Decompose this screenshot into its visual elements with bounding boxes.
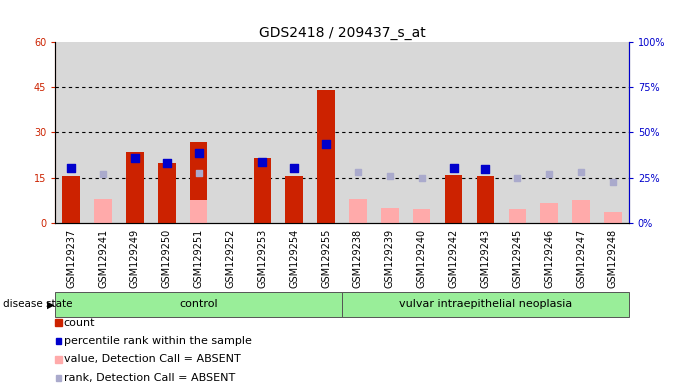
Text: disease state: disease state xyxy=(3,299,73,310)
Point xyxy=(544,171,555,177)
Bar xyxy=(190,142,207,223)
Text: percentile rank within the sample: percentile rank within the sample xyxy=(64,336,252,346)
Bar xyxy=(445,175,462,223)
Point xyxy=(66,165,77,171)
Point xyxy=(607,179,618,185)
Bar xyxy=(349,199,367,223)
Text: control: control xyxy=(180,299,218,310)
Title: GDS2418 / 209437_s_at: GDS2418 / 209437_s_at xyxy=(258,26,426,40)
Bar xyxy=(540,203,558,223)
Bar xyxy=(126,152,144,223)
Point xyxy=(193,150,205,156)
Point xyxy=(321,141,332,147)
Bar xyxy=(604,212,622,223)
Text: value, Detection Call = ABSENT: value, Detection Call = ABSENT xyxy=(64,354,240,364)
Point xyxy=(480,166,491,172)
Text: ▶: ▶ xyxy=(48,299,55,310)
Bar xyxy=(509,209,526,223)
Point xyxy=(448,165,459,171)
Point xyxy=(576,169,587,175)
Point xyxy=(352,169,363,175)
Text: vulvar intraepithelial neoplasia: vulvar intraepithelial neoplasia xyxy=(399,299,572,310)
Point xyxy=(416,174,427,181)
Bar xyxy=(285,176,303,223)
Bar xyxy=(413,209,430,223)
Point xyxy=(129,155,140,161)
Text: count: count xyxy=(64,318,95,328)
Text: rank, Detection Call = ABSENT: rank, Detection Call = ABSENT xyxy=(64,373,235,383)
Bar xyxy=(158,162,176,223)
Bar xyxy=(477,176,494,223)
Bar xyxy=(62,176,80,223)
Point xyxy=(257,159,268,166)
Point xyxy=(97,171,108,177)
Bar xyxy=(190,200,207,223)
Point xyxy=(512,174,523,181)
Point xyxy=(193,170,205,176)
Bar xyxy=(254,158,271,223)
Bar xyxy=(572,200,590,223)
Point xyxy=(161,160,172,166)
Bar xyxy=(317,90,335,223)
Point xyxy=(384,173,395,179)
Bar xyxy=(381,208,399,223)
Bar xyxy=(94,199,112,223)
Point xyxy=(289,165,300,171)
